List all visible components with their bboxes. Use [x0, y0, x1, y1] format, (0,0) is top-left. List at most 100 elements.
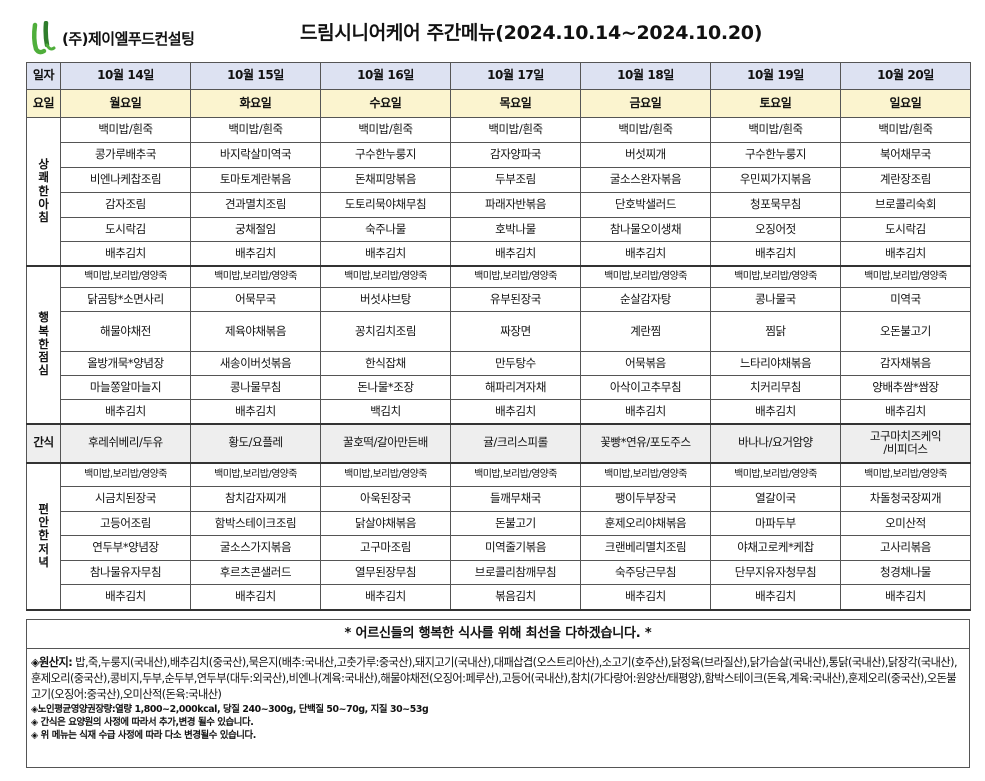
menu-item: 브로콜리참깨무침 [450, 560, 581, 585]
menu-item: 배추김치 [320, 584, 451, 611]
menu-item: 바지락살미역국 [190, 142, 321, 168]
menu-item: 느타리야채볶음 [710, 351, 841, 376]
dinner-label-char: 편 [38, 501, 49, 516]
menu-item: 해물야채전 [60, 311, 191, 352]
menu-item: 짜장면 [450, 311, 581, 352]
snack-item: 귤/크리스피롤 [450, 423, 581, 464]
menu-item: 크랜베리멸치조림 [580, 535, 711, 561]
menu-item: 열갈이국 [710, 486, 841, 512]
menu-item: 계란찜 [580, 311, 711, 352]
notice-banner: * 어르신들의 행복한 식사를 위해 최선을 다하겠습니다. * [26, 619, 970, 648]
menu-item: 순살감자탕 [580, 287, 711, 312]
menu-item: 계란장조림 [840, 167, 971, 193]
day-label: 요일 [26, 89, 61, 118]
menu-item: 우민찌가지볶음 [710, 167, 841, 193]
dinner-label-char: 한 [38, 528, 49, 543]
menu-item: 배추김치 [840, 241, 971, 267]
menu-item: 브로콜리숙회 [840, 192, 971, 218]
menu-item: 백미밥,보리밥/영양죽 [190, 265, 321, 288]
snack-change-note: ◈ 간식은 요양원의 사정에 따라서 추가,변경 될수 있습니다. [31, 717, 254, 728]
snack-item: 황도/요플레 [190, 423, 321, 464]
menu-item: 참치감자찌개 [190, 486, 321, 512]
menu-item: 도토리묵야채무침 [320, 192, 451, 218]
nutrition-note: ◈노인평균영양권장량:열량 1,800~2,000kcal, 당질 240~30… [31, 704, 429, 715]
menu-item: 굴소스가지볶음 [190, 535, 321, 561]
menu-item: 후르츠콘샐러드 [190, 560, 321, 585]
menu-item: 배추김치 [840, 584, 971, 611]
menu-item: 배추김치 [190, 584, 321, 611]
lunch-label-char: 행 [38, 310, 49, 325]
menu-item: 배추김치 [710, 584, 841, 611]
company-name: (주)제이엘푸드컨설팅 [62, 29, 195, 48]
menu-item: 백미밥,보리밥/영양죽 [60, 462, 191, 487]
menu-item: 미역국 [840, 287, 971, 312]
menu-item: 마파두부 [710, 511, 841, 536]
breakfast-label-char: 쾌 [38, 170, 49, 185]
lunch-row: 올방개묵*양념장 새송이버섯볶음 한식잡채 만두탕수 어묵볶음 느타리야채볶음 감자채볶음 [27, 351, 971, 376]
menu-item: 배추김치 [190, 241, 321, 267]
menu-item: 만두탕수 [450, 351, 581, 376]
lunch-row: 해물야채전 제육야채볶음 꽁치김치조림 짜장면 계란찜 찜닭 오돈불고기 [27, 311, 971, 352]
menu-item: 백미밥,보리밥/영양죽 [320, 265, 451, 288]
menu-item: 궁채절임 [190, 217, 321, 242]
snack-item: 고구마치즈케익 /비피더스 [840, 423, 971, 464]
menu-item: 배추김치 [710, 241, 841, 267]
date-label: 일자 [26, 62, 61, 90]
lunch-label-char: 한 [38, 336, 49, 351]
menu-item: 청포묵무침 [710, 192, 841, 218]
menu-item: 백미밥/흰죽 [580, 117, 711, 143]
menu-item: 마늘쫑알마늘지 [60, 375, 191, 400]
menu-item: 참나물오이생채 [580, 217, 711, 242]
menu-item: 차돌청국장찌개 [840, 486, 971, 512]
menu-item: 참나물유자무침 [60, 560, 191, 585]
menu-item: 백김치 [320, 399, 451, 425]
menu-item: 배추김치 [190, 399, 321, 425]
menu-item: 해파리겨자채 [450, 375, 581, 400]
menu-item: 아삭이고추무침 [580, 375, 711, 400]
menu-item: 어묵볶음 [580, 351, 711, 376]
dinner-row: 연두부*양념장 굴소스가지볶음 고구마조림 미역줄기볶음 크랜베리멸치조림 야채고로케*케… [27, 535, 971, 561]
breakfast-row: 감자조림 견과멸치조림 도토리묵야채무침 파래자반볶음 단호박샐러드 청포묵무침 브로콜리숙… [27, 192, 971, 218]
date-cell: 10월 15일 [190, 62, 321, 90]
info-box: ◈원산지: 밥,죽,누룽지(국내산),배추김치(중국산),묵은지(배추:국내산,… [26, 648, 970, 768]
menu-item: 배추김치 [60, 241, 191, 267]
breakfast-label-char: 상 [38, 157, 49, 172]
lunch-row: 마늘쫑알마늘지 콩나물무침 돈나물*조장 해파리겨자채 아삭이고추무침 치커리무침 양배추쌈… [27, 375, 971, 400]
menu-item: 버섯찌개 [580, 142, 711, 168]
menu-item: 숙주나물 [320, 217, 451, 242]
menu-item: 백미밥/흰죽 [840, 117, 971, 143]
menu-item: 돈채피망볶음 [320, 167, 451, 193]
origin-label: ◈원산지: [31, 656, 73, 669]
menu-item: 백미밥,보리밥/영양죽 [710, 462, 841, 487]
menu-item: 백미밥,보리밥/영양죽 [580, 462, 711, 487]
menu-item: 배추김치 [580, 399, 711, 425]
logo-mark-icon [31, 21, 56, 55]
menu-item: 아욱된장국 [320, 486, 451, 512]
menu-item: 견과멸치조림 [190, 192, 321, 218]
menu-item: 백미밥,보리밥/영양죽 [580, 265, 711, 288]
menu-item: 백미밥/흰죽 [450, 117, 581, 143]
day-cell: 토요일 [710, 89, 841, 118]
snack-row: 간식 후레쉬베리/두유 황도/요플레 꿀호떡/갈아만든배 귤/크리스피롤 꽃빵*연유/포도… [26, 423, 971, 464]
menu-item: 꽁치김치조림 [320, 311, 451, 352]
menu-item: 호박나물 [450, 217, 581, 242]
menu-item: 구수한누룽지 [320, 142, 451, 168]
menu-item: 콩나물국 [710, 287, 841, 312]
menu-item: 고등어조림 [60, 511, 191, 536]
page-title: 드림시니어케어 주간메뉴(2024.10.14~2024.10.20) [300, 22, 763, 44]
menu-item: 북어채무국 [840, 142, 971, 168]
snack-item: 바나나/요거암양 [710, 423, 841, 464]
menu-item: 치커리무침 [710, 375, 841, 400]
breakfast-row: 배추김치 배추김치 배추김치 배추김치 배추김치 배추김치 배추김치 [27, 241, 971, 267]
menu-item: 유부된장국 [450, 287, 581, 312]
menu-item: 제육야채볶음 [190, 311, 321, 352]
lunch-row: 행 복 한 점 심 백미밥,보리밥/영양죽 백미밥,보리밥/영양죽 백미밥,보리밥/영양죽 백미… [26, 265, 971, 425]
breakfast-label-char: 한 [38, 183, 49, 198]
menu-item: 파래자반볶음 [450, 192, 581, 218]
weekly-menu-table: 일자 10월 14일 10월 15일 10월 16일 10월 17일 10월 18일 10월… [26, 62, 971, 611]
menu-item: 감자조림 [60, 192, 191, 218]
day-cell: 금요일 [580, 89, 711, 118]
menu-item: 백미밥/흰죽 [60, 117, 191, 143]
company-logo: (주)제이엘푸드컨설팅 [30, 20, 195, 56]
